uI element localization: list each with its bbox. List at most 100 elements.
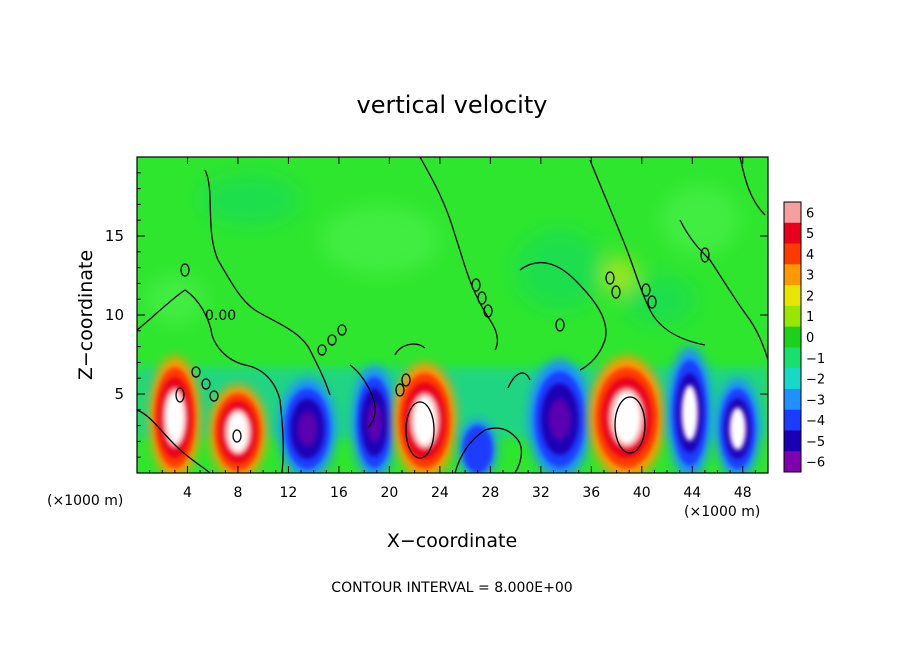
x-tick-label: 32 bbox=[532, 485, 550, 501]
colorbar-label: −1 bbox=[806, 352, 825, 367]
colorbar-swatch bbox=[784, 305, 801, 328]
cell-shade bbox=[366, 402, 382, 443]
colorbar-swatch bbox=[784, 326, 801, 348]
colorbar-label: 0 bbox=[806, 331, 814, 346]
x-tick-label: 16 bbox=[330, 485, 348, 501]
contour-loop bbox=[700, 247, 710, 263]
cells-layer bbox=[149, 346, 760, 473]
contour-loop bbox=[175, 387, 185, 403]
texture-blob bbox=[660, 185, 740, 255]
x-tick-label: 12 bbox=[280, 485, 298, 501]
contour-loop bbox=[209, 390, 219, 402]
colorbar-label: −3 bbox=[806, 393, 825, 408]
x-axis-ticks: 4 8 12 16 20 24 28 32 36 40 44 48 bbox=[149, 157, 756, 501]
cell-core bbox=[681, 385, 698, 441]
contour-loop bbox=[555, 318, 565, 332]
colorbar-label: 4 bbox=[806, 248, 814, 263]
velocity-cell bbox=[278, 378, 336, 473]
cell-shade bbox=[548, 398, 571, 441]
contour-loop bbox=[647, 295, 657, 309]
colorbar-swatch bbox=[784, 451, 801, 473]
texture-blob bbox=[606, 257, 634, 293]
colorbar-swatch bbox=[784, 264, 801, 286]
contour-loop bbox=[405, 401, 435, 459]
y-tick-label: 5 bbox=[114, 385, 124, 403]
colorbar-label: 3 bbox=[806, 269, 814, 284]
x-unit-label-left: (×1000 m) bbox=[47, 493, 123, 509]
colorbar-swatch bbox=[784, 388, 801, 411]
contour-interval-footer: CONTOUR INTERVAL = 8.000E+00 bbox=[331, 580, 572, 596]
colorbar-swatch bbox=[784, 243, 801, 265]
x-unit-label-right: (×1000 m) bbox=[684, 504, 760, 520]
chart-title: vertical velocity bbox=[357, 91, 548, 119]
y-axis-ticks: 5 10 15 bbox=[105, 172, 768, 458]
contour-loop bbox=[395, 383, 405, 397]
zero-contours bbox=[137, 157, 768, 473]
velocity-cell bbox=[667, 346, 712, 473]
velocity-cell bbox=[458, 419, 497, 473]
contour-loop bbox=[327, 334, 337, 346]
x-axis-label: X−coordinate bbox=[387, 530, 517, 552]
x-tick-label: 20 bbox=[380, 485, 398, 501]
texture-blob bbox=[515, 230, 605, 310]
colorbar-frame bbox=[783, 201, 802, 473]
colorbar-label: 5 bbox=[806, 227, 814, 242]
colorbar-swatch bbox=[784, 430, 801, 452]
contour-loop bbox=[401, 373, 411, 387]
x-tick-label: 28 bbox=[481, 485, 499, 501]
contour-loop bbox=[337, 324, 347, 336]
texture-blob bbox=[320, 205, 440, 275]
contour-line bbox=[507, 372, 531, 389]
contour-loop bbox=[180, 263, 190, 277]
x-tick-label: 40 bbox=[633, 485, 651, 501]
cell-shade bbox=[297, 411, 318, 447]
contour-loop bbox=[317, 344, 327, 356]
cell-core bbox=[227, 412, 249, 452]
x-tick-label: 48 bbox=[734, 485, 752, 501]
x-tick-label: 36 bbox=[582, 485, 600, 501]
texture-blob bbox=[625, 275, 695, 325]
contour-loop bbox=[477, 291, 487, 305]
contour-loop bbox=[641, 283, 651, 297]
cell-shade bbox=[462, 425, 493, 473]
colorbar-swatch bbox=[784, 409, 801, 431]
contour-line bbox=[739, 157, 766, 216]
x-tick-label: 4 bbox=[183, 485, 192, 501]
cell-core bbox=[413, 396, 437, 446]
y-tick-label: 10 bbox=[105, 306, 124, 324]
y-axis-label: Z−coordinate bbox=[75, 250, 97, 380]
texture-blob bbox=[200, 175, 300, 225]
colorbar-label: 2 bbox=[806, 289, 814, 304]
velocity-cell bbox=[352, 365, 397, 473]
cell-core bbox=[729, 407, 746, 450]
contour-loop bbox=[232, 429, 242, 443]
colorbar-swatch bbox=[784, 202, 801, 224]
plot-area: 0.00 bbox=[137, 157, 768, 473]
contour-loop bbox=[191, 366, 201, 378]
x-tick-label: 8 bbox=[233, 485, 242, 501]
colorbar-swatch bbox=[784, 347, 801, 369]
velocity-cell bbox=[528, 359, 592, 473]
velocity-cell bbox=[393, 362, 457, 473]
texture-blob bbox=[145, 275, 205, 325]
contour-loop bbox=[483, 304, 493, 318]
contour-loop bbox=[611, 285, 621, 299]
contour-loop bbox=[605, 271, 615, 285]
contour-line bbox=[204, 169, 331, 396]
velocity-cell bbox=[715, 378, 760, 473]
cell-core bbox=[165, 391, 184, 444]
x-tick-label: 24 bbox=[431, 485, 449, 501]
x-tick-label: 44 bbox=[683, 485, 701, 501]
colorbar: 6 5 4 3 2 1 0 −1 −2 −3 −4 −5 −6 bbox=[783, 201, 825, 473]
contour-line bbox=[419, 157, 499, 351]
contour-loop bbox=[614, 396, 646, 454]
colorbar-label: −6 bbox=[806, 456, 825, 471]
colorbar-swatch bbox=[784, 222, 801, 245]
contour-loop bbox=[471, 278, 481, 292]
colorbar-label: 1 bbox=[806, 310, 814, 325]
colorbar-label: −4 bbox=[806, 414, 825, 429]
velocity-cell bbox=[588, 356, 665, 473]
contour-value-label: 0.00 bbox=[205, 308, 236, 324]
velocity-cell bbox=[209, 384, 267, 473]
